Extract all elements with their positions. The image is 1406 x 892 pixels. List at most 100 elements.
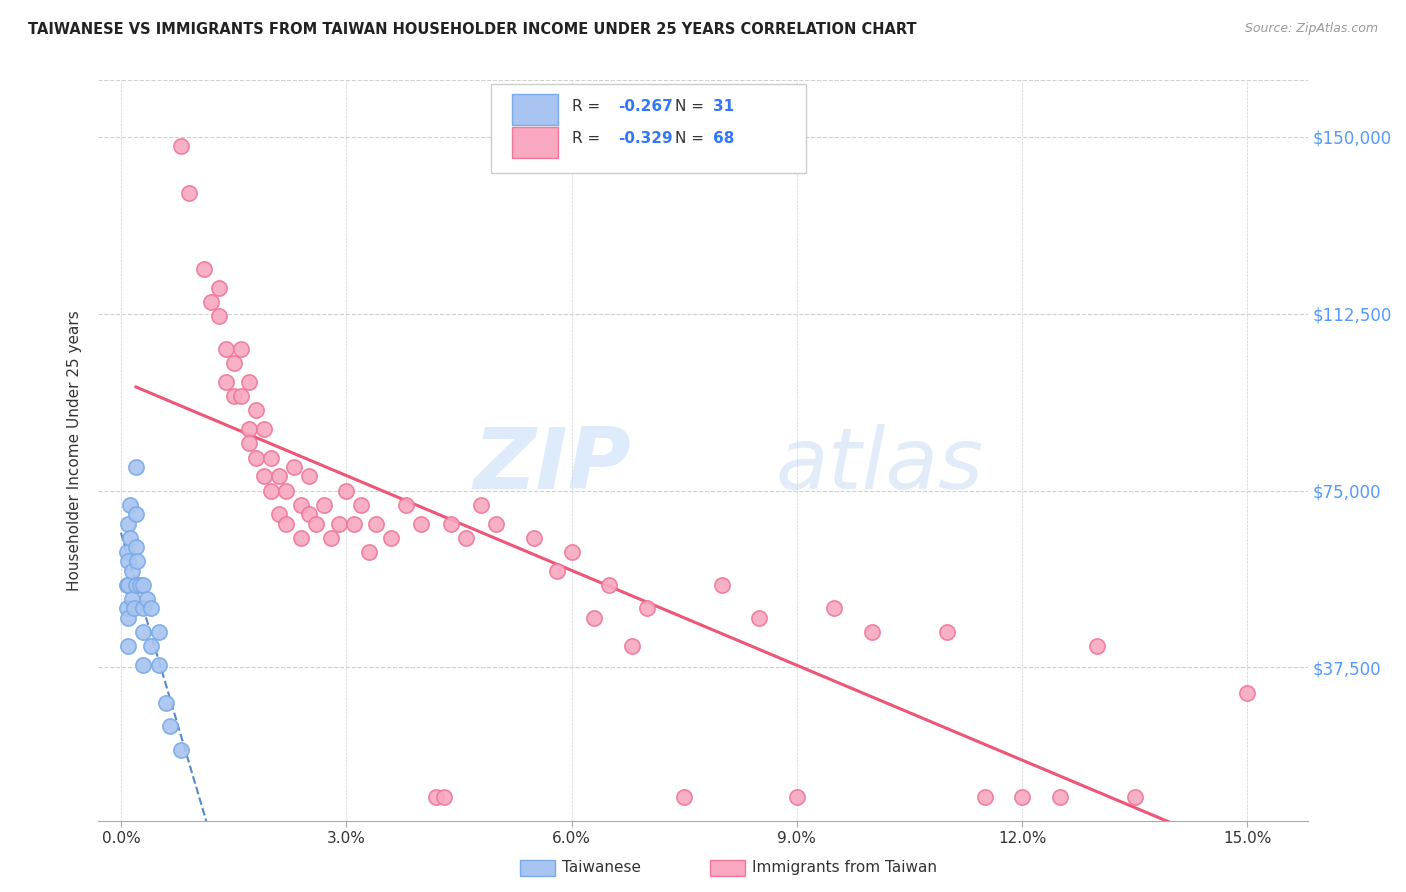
Point — [267, 507, 290, 521]
Point — [238, 422, 260, 436]
Point — [115, 545, 138, 559]
Point — [121, 564, 143, 578]
Point — [193, 261, 215, 276]
Point — [132, 658, 155, 673]
Point — [290, 531, 312, 545]
Point — [245, 450, 267, 465]
Point — [260, 450, 283, 465]
Text: 31: 31 — [713, 99, 734, 113]
Text: N =: N = — [675, 131, 709, 146]
Text: R =: R = — [572, 99, 606, 113]
Point — [215, 375, 238, 389]
Point — [433, 790, 456, 805]
Point — [561, 545, 583, 559]
Point — [343, 516, 366, 531]
Point — [177, 186, 200, 201]
Point — [636, 601, 658, 615]
Point — [132, 601, 155, 615]
Point — [200, 294, 222, 309]
Point — [860, 625, 883, 640]
Point — [425, 790, 447, 805]
Point — [132, 578, 155, 592]
Point — [1123, 790, 1146, 805]
Point — [321, 531, 343, 545]
Point — [238, 375, 260, 389]
Point — [335, 483, 357, 498]
Point — [117, 516, 139, 531]
Point — [305, 516, 328, 531]
Point — [207, 281, 229, 295]
Point — [1085, 639, 1108, 653]
Point — [229, 342, 252, 356]
Point — [117, 639, 139, 653]
Point — [312, 498, 335, 512]
Point — [118, 531, 141, 545]
Text: Taiwanese: Taiwanese — [562, 861, 641, 875]
Point — [124, 601, 146, 615]
Point — [117, 578, 139, 592]
Point — [253, 469, 276, 483]
Text: R =: R = — [572, 131, 606, 146]
Point — [121, 592, 143, 607]
Point — [125, 540, 148, 554]
Point — [125, 507, 148, 521]
Y-axis label: Householder Income Under 25 years: Householder Income Under 25 years — [67, 310, 83, 591]
Point — [215, 342, 238, 356]
Point — [936, 625, 959, 640]
Point — [267, 469, 290, 483]
Text: atlas: atlas — [776, 424, 984, 507]
Point — [155, 696, 177, 710]
Text: Source: ZipAtlas.com: Source: ZipAtlas.com — [1244, 22, 1378, 36]
Point — [238, 436, 260, 450]
Point — [207, 309, 229, 323]
Point — [222, 356, 245, 370]
Point — [395, 498, 418, 512]
Point — [159, 719, 181, 733]
Point — [456, 531, 478, 545]
Point — [350, 498, 373, 512]
Text: ZIP: ZIP — [472, 424, 630, 507]
Point — [366, 516, 388, 531]
Point — [298, 507, 321, 521]
Point — [290, 498, 312, 512]
Text: Immigrants from Taiwan: Immigrants from Taiwan — [752, 861, 938, 875]
Point — [245, 403, 267, 417]
Point — [148, 625, 170, 640]
Point — [411, 516, 433, 531]
Point — [125, 460, 148, 475]
Point — [128, 578, 150, 592]
Point — [117, 554, 139, 568]
Point — [673, 790, 696, 805]
Point — [598, 578, 620, 592]
Point — [283, 460, 305, 475]
Point — [276, 483, 298, 498]
Point — [1011, 790, 1033, 805]
Text: -0.329: -0.329 — [619, 131, 673, 146]
Point — [357, 545, 380, 559]
Point — [253, 422, 276, 436]
Point — [260, 483, 283, 498]
Point — [117, 611, 139, 625]
Point — [1049, 790, 1071, 805]
Point — [136, 592, 159, 607]
Point — [786, 790, 808, 805]
Point — [470, 498, 492, 512]
Point — [748, 611, 770, 625]
Point — [139, 601, 162, 615]
Point — [1236, 686, 1258, 700]
Point — [380, 531, 402, 545]
Point — [440, 516, 463, 531]
Point — [127, 554, 149, 568]
FancyBboxPatch shape — [492, 84, 806, 173]
Point — [276, 516, 298, 531]
Text: N =: N = — [675, 99, 709, 113]
Point — [583, 611, 606, 625]
Point — [125, 578, 148, 592]
Point — [132, 625, 155, 640]
Text: 68: 68 — [713, 131, 734, 146]
Point — [148, 658, 170, 673]
Point — [229, 389, 252, 403]
Point — [298, 469, 321, 483]
Point — [170, 743, 193, 757]
Point — [973, 790, 995, 805]
